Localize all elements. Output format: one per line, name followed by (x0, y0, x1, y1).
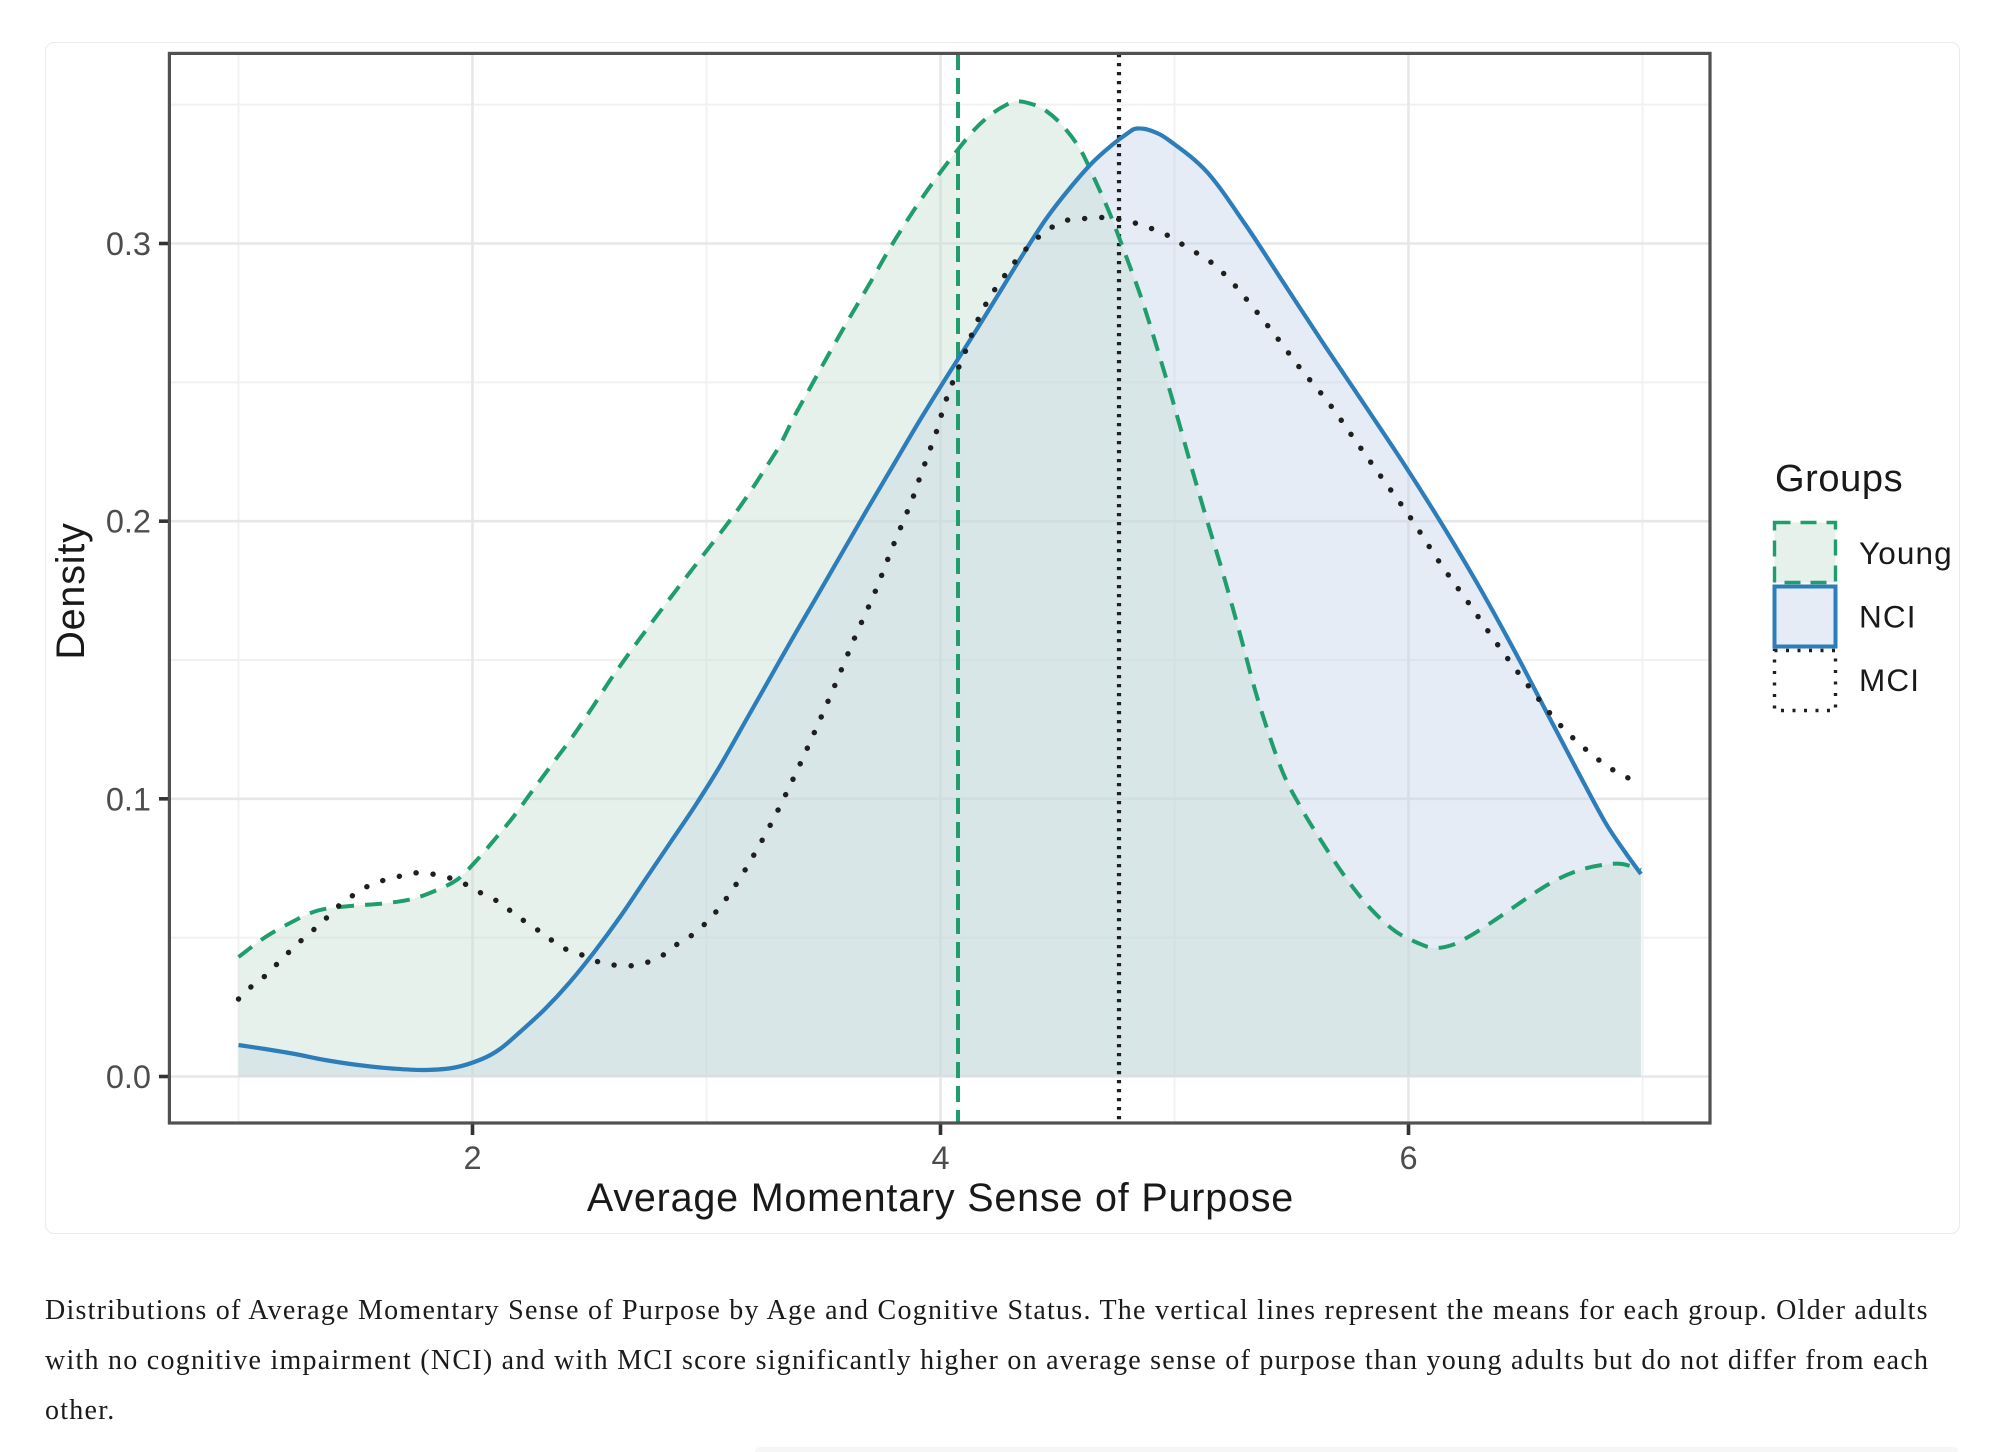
svg-text:NCI: NCI (1859, 599, 1917, 635)
svg-text:2: 2 (463, 1140, 481, 1176)
svg-text:0.2: 0.2 (106, 504, 151, 540)
svg-text:0.3: 0.3 (106, 226, 151, 262)
svg-text:6: 6 (1399, 1140, 1417, 1176)
svg-text:Average Momentary Sense of Pur: Average Momentary Sense of Purpose (587, 1176, 1294, 1220)
svg-text:Density: Density (49, 522, 93, 659)
svg-text:4: 4 (931, 1140, 949, 1176)
svg-text:0.0: 0.0 (106, 1059, 151, 1095)
svg-text:0.1: 0.1 (106, 781, 151, 817)
svg-text:Groups: Groups (1775, 458, 1903, 500)
svg-text:Young: Young (1859, 535, 1953, 571)
svg-text:MCI: MCI (1859, 662, 1920, 698)
